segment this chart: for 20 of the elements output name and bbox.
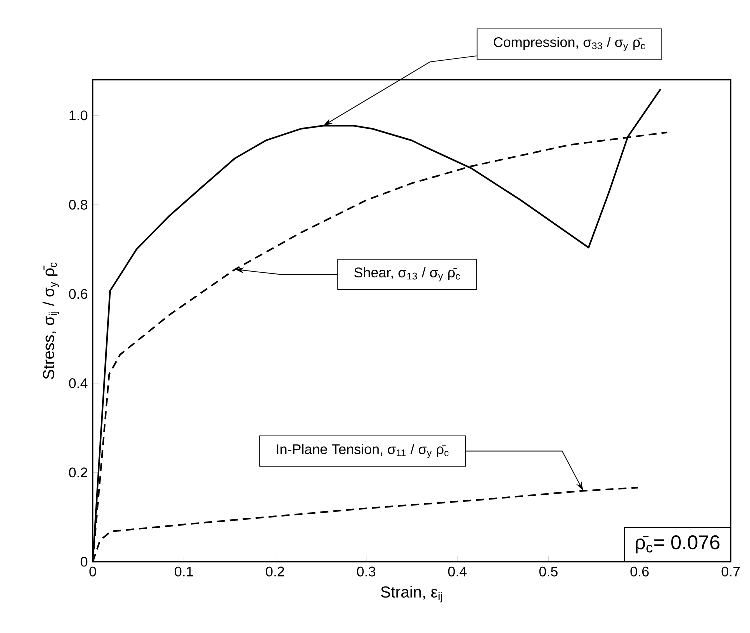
text: In-Plane Tension, σ$_{11}$ / σ$_{y}$ ρ̄$_{c}$ (277, 444, 449, 458)
x-tick-label: 0 (90, 566, 96, 577)
y-tick-label: 0 (80, 557, 88, 567)
y-tick-label: 1.0 (70, 110, 88, 121)
y-tick-label: 0.8 (69, 200, 88, 210)
text: Shear, σ$_{13}$ / σ$_{y}$ ρ̄$_{c}$ (354, 267, 460, 282)
annotation: ρ̄$_{c}$= 0.076 (636, 536, 720, 554)
y-tick-label: 0.6 (69, 289, 88, 300)
x-tick-label: 0.2 (266, 566, 284, 577)
text: Compression, σ$_{33}$ / σ$_{y}$ ρ̄$_{c}$ (494, 37, 646, 52)
x-tick-label: 0.1 (175, 566, 194, 577)
x-tick-label: 0.6 (630, 566, 649, 577)
x-tick-label: 0.4 (448, 566, 467, 577)
y-tick-label: 0.4 (69, 378, 88, 388)
x-axis-title: Strain, ε$_{ij}$ (381, 586, 442, 603)
x-tick-label: 0.5 (540, 566, 558, 577)
x-tick-label: 0.7 (722, 566, 740, 577)
x-tick-label: 0.3 (357, 566, 376, 577)
y-tick-label: 0.2 (69, 468, 88, 478)
y-axis-title: Stress, σ$_{ij}$ / σ$_{y}$ ρ̄$_{c}$ (42, 262, 60, 380)
